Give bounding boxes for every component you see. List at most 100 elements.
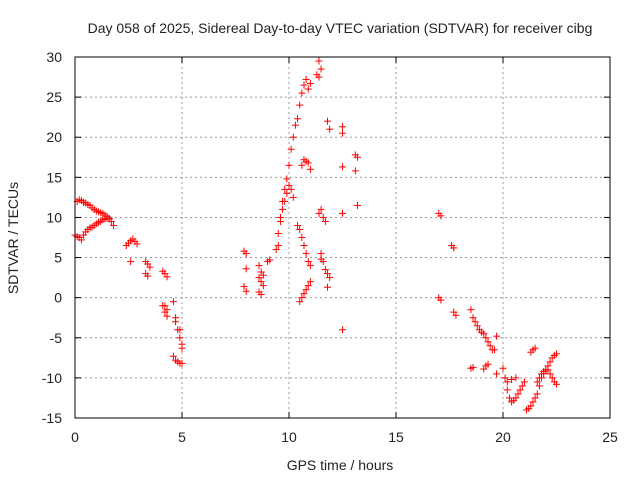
data-point — [508, 375, 516, 383]
data-point — [279, 205, 287, 213]
x-tick-label: 10 — [281, 429, 297, 445]
data-point — [274, 242, 282, 250]
data-point — [499, 364, 507, 372]
data-point — [512, 394, 520, 402]
data-point — [176, 326, 184, 334]
data-point — [317, 65, 325, 73]
data-point — [289, 193, 297, 201]
x-tick-label: 0 — [71, 429, 79, 445]
data-point — [259, 282, 267, 290]
data-point — [242, 250, 250, 258]
data-point — [533, 390, 541, 398]
data-point — [501, 374, 509, 382]
data-point — [484, 338, 492, 346]
data-point — [467, 306, 475, 314]
data-point — [300, 290, 308, 298]
data-point — [283, 189, 291, 197]
data-point — [296, 101, 304, 109]
data-point — [473, 322, 481, 330]
data-point — [77, 236, 85, 244]
data-point — [339, 209, 346, 217]
data-point — [306, 278, 314, 286]
data-point — [437, 212, 445, 220]
data-point — [512, 374, 520, 382]
data-point — [255, 262, 263, 270]
data-point — [480, 330, 488, 338]
data-point — [272, 246, 280, 254]
data-point — [486, 342, 494, 350]
data-point — [302, 75, 310, 83]
y-tick-label: 0 — [54, 290, 62, 306]
data-point — [319, 258, 327, 266]
data-point — [240, 282, 248, 290]
data-point — [285, 181, 293, 189]
data-point — [294, 221, 302, 229]
x-tick-label: 15 — [388, 429, 404, 445]
data-point — [493, 332, 501, 340]
data-point — [514, 390, 522, 398]
data-point — [178, 359, 186, 367]
data-point — [315, 209, 323, 217]
data-point — [553, 380, 560, 388]
data-point — [304, 159, 312, 167]
data-point — [503, 378, 511, 386]
y-tick-label: -15 — [42, 410, 62, 426]
data-point — [110, 221, 118, 229]
data-point — [298, 161, 306, 169]
data-point — [324, 117, 332, 125]
data-point — [533, 378, 541, 386]
axis-ticks: 0 5 10 15 20 25 -15 -10 -5 0 5 10 15 20 25 30 — [42, 49, 618, 445]
y-tick-label: 25 — [46, 89, 62, 105]
data-point — [490, 346, 498, 354]
data-point — [304, 282, 312, 290]
y-tick-label: 5 — [54, 250, 62, 266]
data-point — [469, 363, 477, 371]
data-point — [163, 312, 171, 320]
data-point — [315, 73, 323, 81]
data-point — [437, 296, 445, 304]
grid-lines — [75, 57, 610, 418]
data-point — [281, 185, 289, 193]
data-point — [298, 234, 306, 241]
data-point — [300, 242, 308, 250]
data-point — [527, 402, 535, 410]
data-point — [450, 244, 458, 252]
data-point — [300, 81, 308, 89]
data-point — [544, 366, 552, 374]
data-point — [296, 298, 304, 306]
data-point — [276, 213, 284, 221]
y-tick-label: 20 — [46, 129, 62, 145]
data-point — [306, 165, 314, 173]
y-tick-label: 30 — [46, 49, 62, 65]
data-point — [172, 314, 180, 322]
data-point — [339, 129, 346, 137]
data-point — [535, 382, 543, 390]
data-point — [520, 378, 528, 386]
data-point — [133, 240, 141, 248]
data-point — [546, 370, 554, 378]
data-point — [242, 287, 250, 295]
data-point — [287, 185, 295, 193]
data-point — [257, 290, 265, 298]
data-point — [516, 386, 524, 394]
data-point — [283, 175, 291, 183]
data-point — [324, 270, 332, 278]
data-point — [242, 265, 250, 273]
data-point — [302, 286, 310, 294]
data-point — [452, 311, 460, 319]
data-point — [304, 258, 312, 266]
data-point — [353, 201, 361, 209]
data-point — [531, 394, 539, 402]
data-point — [326, 125, 334, 133]
data-point — [304, 85, 312, 93]
data-point — [257, 278, 265, 286]
data-point — [255, 274, 263, 282]
data-point — [294, 115, 302, 123]
data-point — [319, 213, 327, 221]
data-point — [163, 273, 171, 281]
data-point — [105, 214, 113, 222]
data-point — [296, 225, 304, 233]
data-point — [505, 394, 513, 402]
y-tick-label: -5 — [50, 330, 63, 346]
data-point — [518, 382, 526, 390]
